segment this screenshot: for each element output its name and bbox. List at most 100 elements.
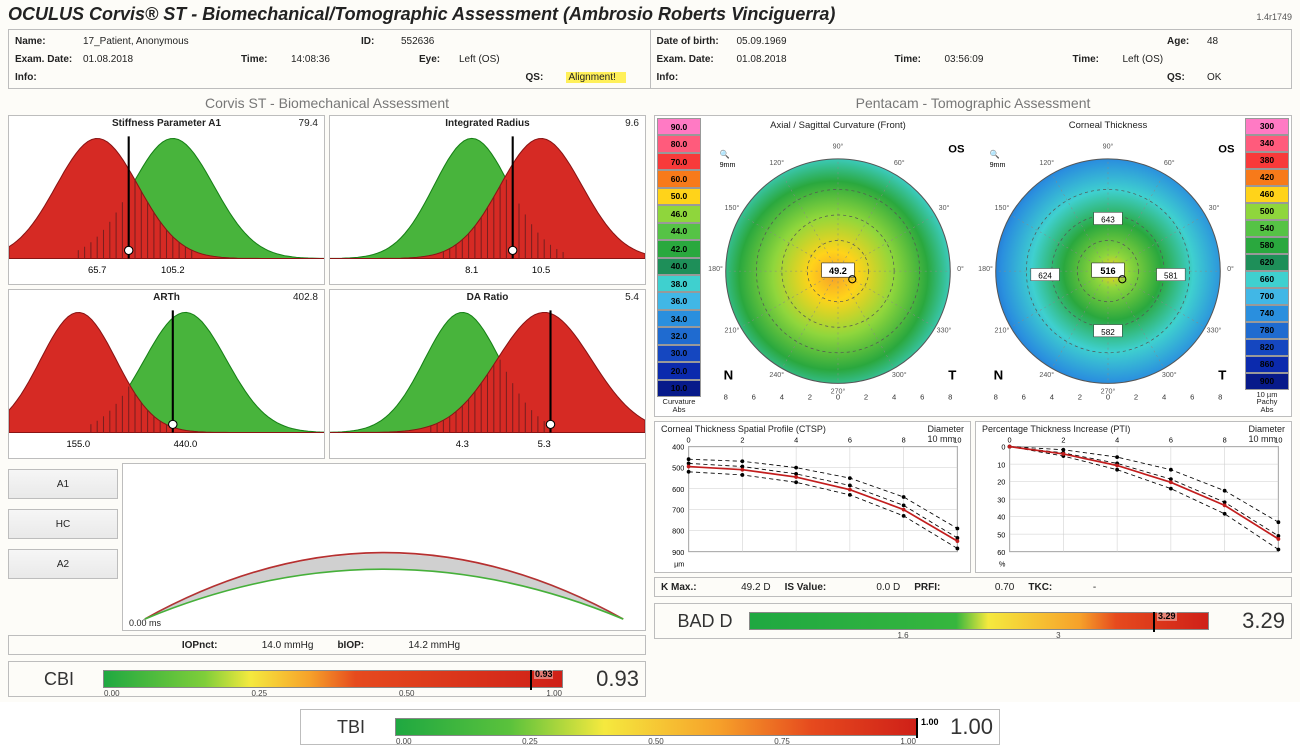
svg-text:2: 2 (808, 393, 812, 402)
cornea-button-a1[interactable]: A1 (8, 469, 118, 499)
svg-text:90°: 90° (1103, 143, 1114, 151)
svg-text:N: N (994, 367, 1004, 382)
corvis-column: Corvis ST - Biomechanical Assessment Sti… (8, 93, 646, 697)
value-time: 14:08:36 (291, 54, 401, 65)
svg-text:330°: 330° (1207, 326, 1222, 334)
map-row: 90.080.070.060.050.046.044.042.040.038.0… (654, 115, 1292, 417)
svg-text:4: 4 (1162, 393, 1167, 402)
label-dob: Date of birth: (657, 36, 737, 47)
svg-text:30: 30 (997, 495, 1005, 504)
svg-text:6: 6 (1022, 393, 1026, 402)
app-title: OCULUS Corvis® ST - Biomechanical/Tomogr… (8, 4, 835, 25)
svg-text:OS: OS (1218, 144, 1235, 156)
value-id: 552636 (401, 36, 626, 47)
scale-cell: 38.0 (657, 275, 701, 292)
svg-text:180°: 180° (708, 265, 723, 273)
bell-value: 5.4 (625, 292, 639, 303)
cornea-image[interactable]: 0.00 ms (122, 463, 646, 631)
value-examdate: 01.08.2018 (83, 54, 223, 65)
tkc-lab: TKC: (1028, 582, 1052, 593)
pti-diam-unit: 10 mm (1248, 434, 1276, 444)
svg-text:624: 624 (1038, 272, 1052, 281)
is-lab: IS Value: (785, 582, 827, 593)
svg-text:240°: 240° (1039, 371, 1054, 379)
label-eye2: Time: (1073, 54, 1123, 65)
svg-text:300°: 300° (892, 371, 907, 379)
svg-text:8: 8 (902, 435, 906, 444)
tkc-val: - (1056, 582, 1096, 593)
svg-text:150°: 150° (995, 204, 1010, 212)
svg-text:30°: 30° (939, 204, 950, 212)
ctsp-panel: Corneal Thickness Spatial Profile (CTSP)… (654, 421, 971, 573)
bell-title: DA Ratio (330, 292, 645, 303)
pti-diam-lab: Diameter (1248, 424, 1285, 434)
pti-panel: Percentage Thickness Increase (PTI) Diam… (975, 421, 1292, 573)
scale-cell: 900 (1245, 373, 1289, 390)
svg-text:%: % (999, 559, 1006, 568)
scale-cell: 20.0 (657, 362, 701, 379)
scale-cell: 620 (1245, 254, 1289, 271)
scale-cell: 70.0 (657, 153, 701, 170)
scale-cell: 40.0 (657, 258, 701, 275)
app-version: 1.4r1749 (1256, 12, 1292, 22)
iop-label: IOPnct: (182, 640, 218, 651)
svg-text:20: 20 (997, 478, 1005, 487)
scale-cell: 580 (1245, 237, 1289, 254)
scale-cell: 340 (1245, 135, 1289, 152)
svg-text:0°: 0° (1227, 265, 1234, 273)
svg-text:581: 581 (1164, 272, 1178, 281)
svg-text:180°: 180° (978, 265, 993, 273)
svg-text:49.2: 49.2 (829, 266, 847, 276)
scale-cell: 90.0 (657, 118, 701, 135)
curvature-map[interactable]: Axial / Sagittal Curvature (Front) 0° 30°… (705, 118, 971, 414)
bell-grid: Stiffness Parameter A1 79.4 65.7 105.2 I… (8, 115, 646, 459)
prfi-val: 0.70 (944, 582, 1014, 593)
svg-text:T: T (948, 367, 956, 382)
bell-value: 9.6 (625, 118, 639, 129)
svg-text:210°: 210° (995, 326, 1010, 334)
svg-text:8: 8 (994, 393, 998, 402)
pti-title: Percentage Thickness Increase (PTI) (982, 424, 1130, 434)
tbi-name: TBI (307, 717, 395, 738)
cbi-bar: CBI 0.000.250.501.000.93 0.93 (8, 661, 646, 697)
label-info: Info: (15, 72, 83, 83)
scale-cell: 380 (1245, 152, 1289, 169)
svg-text:4: 4 (1050, 393, 1055, 402)
cornea-button-stack: A1 HC A2 (8, 463, 118, 631)
scale-cell: 780 (1245, 322, 1289, 339)
scale-cell: 420 (1245, 169, 1289, 186)
svg-text:0: 0 (1001, 443, 1005, 452)
bell-title: Stiffness Parameter A1 (9, 118, 324, 129)
svg-text:516: 516 (1100, 266, 1115, 276)
bell-panel-1: Integrated Radius 9.6 10.5 8.1 (329, 115, 646, 285)
bell-panel-0: Stiffness Parameter A1 79.4 65.7 105.2 (8, 115, 325, 285)
thickness-map[interactable]: Corneal Thickness 0°30°60°90°120°150°180… (975, 118, 1241, 414)
tbi-bar: TBI 0.000.250.500.751.001.00 1.00 (300, 709, 1000, 745)
scale-cell: 60.0 (657, 170, 701, 187)
label-age: Age: (1167, 36, 1207, 47)
svg-text:5.3: 5.3 (538, 439, 551, 449)
biop-label: bIOP: (337, 640, 364, 651)
svg-text:0°: 0° (957, 265, 964, 273)
tbi-gradient: 0.000.250.500.751.001.00 (395, 718, 917, 736)
scale-cell: 32.0 (657, 327, 701, 344)
bad-bar: BAD D 1.633.29 3.29 (654, 603, 1292, 639)
curvature-map-title: Axial / Sagittal Curvature (Front) (705, 120, 971, 131)
svg-text:6: 6 (920, 393, 924, 402)
ctsp-diam-lab: Diameter (927, 424, 964, 434)
curvature-scale: 90.080.070.060.050.046.044.042.040.038.0… (657, 118, 701, 414)
svg-text:800: 800 (672, 527, 684, 536)
cornea-button-a2[interactable]: A2 (8, 549, 118, 579)
svg-text:90°: 90° (833, 143, 844, 151)
scale-cell: 10.0 (657, 380, 701, 397)
scale-cell: 860 (1245, 356, 1289, 373)
info-right: Date of birth: 05.09.1969 Age: 48 Exam. … (650, 30, 1292, 88)
cornea-button-hc[interactable]: HC (8, 509, 118, 539)
svg-text:60°: 60° (1164, 159, 1175, 167)
svg-text:🔍: 🔍 (720, 149, 730, 159)
label-id: ID: (361, 36, 401, 47)
patient-info-band: Name: 17_Patient, Anonymous ID: 552636 E… (8, 29, 1292, 89)
svg-text:8: 8 (724, 393, 728, 402)
kmax-val: 49.2 D (701, 582, 771, 593)
svg-text:OS: OS (948, 144, 965, 156)
